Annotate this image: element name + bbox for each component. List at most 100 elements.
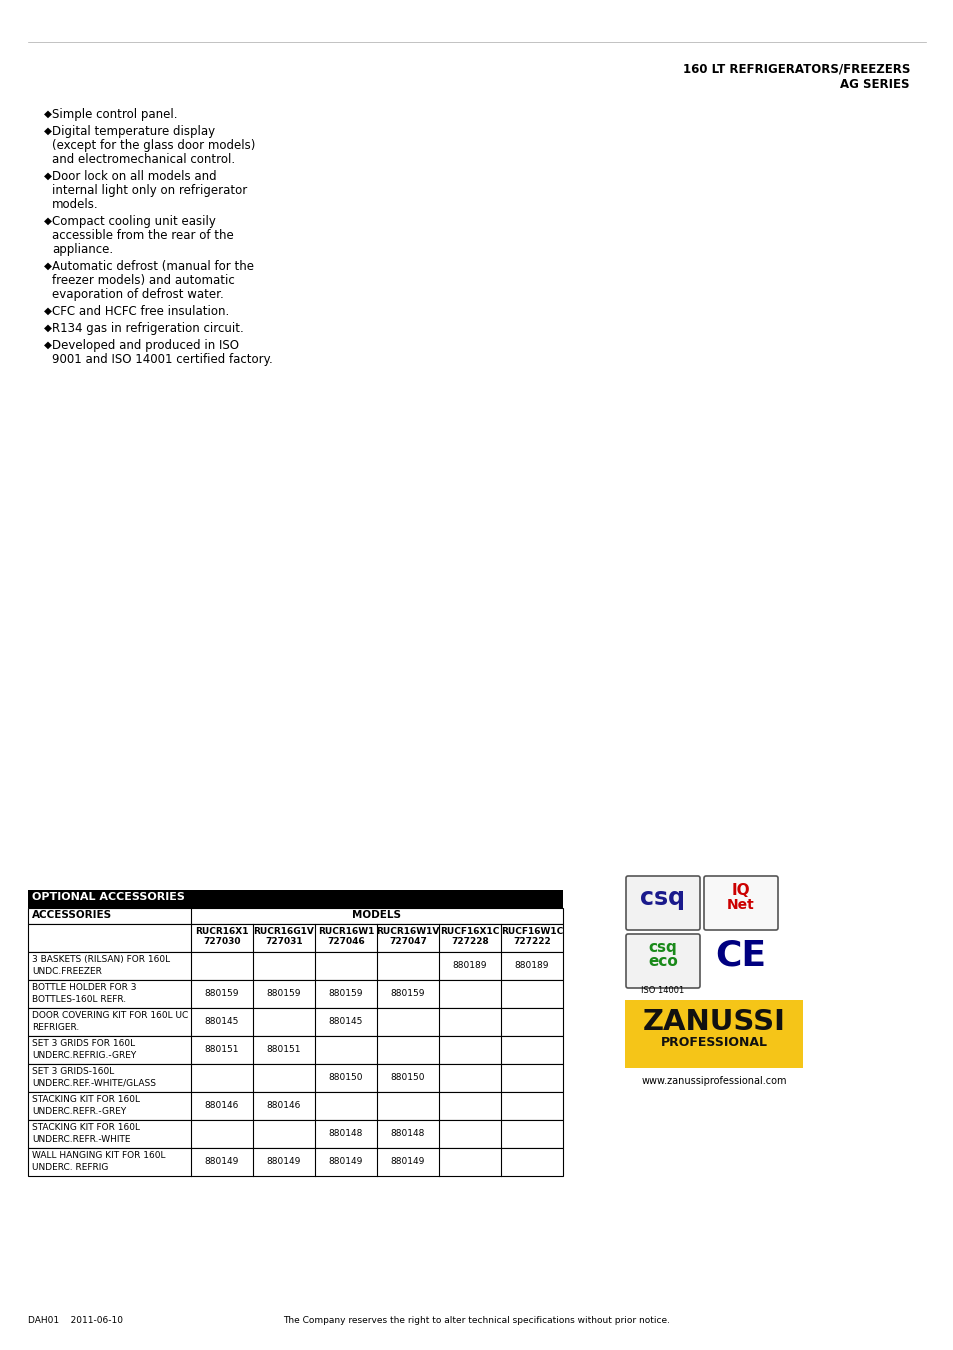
Text: BOTTLE HOLDER FOR 3: BOTTLE HOLDER FOR 3 — [32, 983, 136, 992]
Text: 880151: 880151 — [205, 1045, 239, 1054]
Text: RUCF16X1C: RUCF16X1C — [440, 927, 499, 936]
Text: Net: Net — [726, 898, 754, 913]
Text: 160 LT REFRIGERATORS/FREEZERS: 160 LT REFRIGERATORS/FREEZERS — [682, 62, 909, 76]
Text: AG SERIES: AG SERIES — [840, 78, 909, 90]
Text: appliance.: appliance. — [52, 243, 113, 256]
Text: models.: models. — [52, 198, 98, 211]
Text: ◆: ◆ — [44, 323, 52, 333]
Text: 880149: 880149 — [267, 1157, 301, 1166]
Bar — [28, 952, 562, 980]
Text: evaporation of defrost water.: evaporation of defrost water. — [52, 288, 224, 301]
Text: UNDERC. REFRIG: UNDERC. REFRIG — [32, 1162, 109, 1172]
Text: ◆: ◆ — [44, 171, 52, 181]
Text: DAH01    2011-06-10: DAH01 2011-06-10 — [28, 1316, 123, 1324]
Bar — [28, 1035, 562, 1064]
Text: UNDERC.REFR.-WHITE: UNDERC.REFR.-WHITE — [32, 1135, 131, 1143]
Text: internal light only on refrigerator: internal light only on refrigerator — [52, 184, 247, 197]
Text: UNDERC.REF.-WHITE/GLASS: UNDERC.REF.-WHITE/GLASS — [32, 1079, 156, 1088]
Text: 880148: 880148 — [329, 1129, 363, 1138]
Text: 880146: 880146 — [205, 1102, 239, 1110]
Bar — [28, 1120, 562, 1148]
Text: csq: csq — [639, 886, 685, 910]
Bar — [28, 923, 562, 952]
Text: 880145: 880145 — [205, 1017, 239, 1026]
Text: WALL HANGING KIT FOR 160L: WALL HANGING KIT FOR 160L — [32, 1152, 165, 1160]
Text: Digital temperature display: Digital temperature display — [52, 126, 214, 138]
Text: 880149: 880149 — [329, 1157, 363, 1166]
Bar — [624, 1000, 802, 1068]
Text: Compact cooling unit easily: Compact cooling unit easily — [52, 215, 215, 228]
Text: 880150: 880150 — [391, 1073, 425, 1081]
Text: 880151: 880151 — [267, 1045, 301, 1054]
Text: 880149: 880149 — [205, 1157, 239, 1166]
Text: freezer models) and automatic: freezer models) and automatic — [52, 274, 234, 288]
Text: csq: csq — [648, 940, 677, 954]
Text: 880189: 880189 — [453, 961, 487, 971]
Text: RUCR16X1: RUCR16X1 — [195, 927, 249, 936]
Text: PROFESSIONAL: PROFESSIONAL — [659, 1035, 767, 1049]
Text: Developed and produced in ISO: Developed and produced in ISO — [52, 339, 239, 352]
Text: Simple control panel.: Simple control panel. — [52, 108, 177, 122]
Text: CE: CE — [715, 938, 766, 972]
Text: STACKING KIT FOR 160L: STACKING KIT FOR 160L — [32, 1095, 140, 1104]
Text: (except for the glass door models): (except for the glass door models) — [52, 139, 255, 153]
Text: ◆: ◆ — [44, 306, 52, 316]
Text: 727046: 727046 — [327, 937, 364, 946]
Text: SET 3 GRIDS FOR 160L: SET 3 GRIDS FOR 160L — [32, 1040, 135, 1048]
Text: STACKING KIT FOR 160L: STACKING KIT FOR 160L — [32, 1123, 140, 1133]
Text: ◆: ◆ — [44, 216, 52, 225]
Bar — [28, 980, 562, 1008]
Text: UNDERC.REFR.-GREY: UNDERC.REFR.-GREY — [32, 1107, 126, 1116]
Text: 880146: 880146 — [267, 1102, 301, 1110]
Text: 880159: 880159 — [391, 990, 425, 998]
Text: Door lock on all models and: Door lock on all models and — [52, 170, 216, 184]
Text: 727222: 727222 — [513, 937, 550, 946]
Text: 3 BASKETS (RILSAN) FOR 160L: 3 BASKETS (RILSAN) FOR 160L — [32, 954, 170, 964]
Bar — [28, 1092, 562, 1120]
Text: UNDC.FREEZER: UNDC.FREEZER — [32, 967, 102, 976]
Text: ◆: ◆ — [44, 126, 52, 136]
FancyBboxPatch shape — [625, 876, 700, 930]
Text: REFRIGER.: REFRIGER. — [32, 1023, 79, 1031]
Text: 727047: 727047 — [389, 937, 427, 946]
Text: MODELS: MODELS — [352, 910, 401, 919]
Text: 727031: 727031 — [265, 937, 302, 946]
Text: ZANUSSI: ZANUSSI — [641, 1008, 784, 1035]
Text: ◆: ◆ — [44, 109, 52, 119]
Text: DOOR COVERING KIT FOR 160L UC: DOOR COVERING KIT FOR 160L UC — [32, 1011, 188, 1021]
Text: RUCR16W1: RUCR16W1 — [317, 927, 374, 936]
Bar — [28, 890, 562, 909]
Text: RUCR16W1V: RUCR16W1V — [375, 927, 439, 936]
Text: 880159: 880159 — [205, 990, 239, 998]
Text: 880149: 880149 — [391, 1157, 425, 1166]
Text: RUCF16W1C: RUCF16W1C — [500, 927, 562, 936]
Text: 727030: 727030 — [203, 937, 240, 946]
Text: 880148: 880148 — [391, 1129, 425, 1138]
Text: BOTTLES-160L REFR.: BOTTLES-160L REFR. — [32, 995, 126, 1004]
FancyBboxPatch shape — [703, 876, 778, 930]
Text: ◆: ◆ — [44, 261, 52, 271]
Text: UNDERC.REFRIG.-GREY: UNDERC.REFRIG.-GREY — [32, 1052, 136, 1060]
Bar — [28, 1064, 562, 1092]
Text: 880159: 880159 — [267, 990, 301, 998]
Text: 9001 and ISO 14001 certified factory.: 9001 and ISO 14001 certified factory. — [52, 352, 273, 366]
Text: ISO 14001: ISO 14001 — [640, 986, 684, 995]
Text: 880150: 880150 — [329, 1073, 363, 1081]
Text: RUCR16G1V: RUCR16G1V — [253, 927, 314, 936]
Text: ACCESSORIES: ACCESSORIES — [32, 910, 112, 919]
Text: OPTIONAL ACCESSORIES: OPTIONAL ACCESSORIES — [32, 892, 185, 902]
Text: accessible from the rear of the: accessible from the rear of the — [52, 230, 233, 242]
Text: SET 3 GRIDS-160L: SET 3 GRIDS-160L — [32, 1066, 114, 1076]
Text: 727228: 727228 — [451, 937, 488, 946]
Bar — [28, 1008, 562, 1035]
Text: R134 gas in refrigeration circuit.: R134 gas in refrigeration circuit. — [52, 323, 244, 335]
Text: 880189: 880189 — [515, 961, 549, 971]
Text: 880145: 880145 — [329, 1017, 363, 1026]
Text: The Company reserves the right to alter technical specifications without prior n: The Company reserves the right to alter … — [283, 1316, 670, 1324]
Text: CFC and HCFC free insulation.: CFC and HCFC free insulation. — [52, 305, 229, 319]
Text: and electromechanical control.: and electromechanical control. — [52, 153, 234, 166]
Bar — [28, 909, 562, 923]
Bar — [28, 1148, 562, 1176]
Text: 880159: 880159 — [329, 990, 363, 998]
FancyBboxPatch shape — [625, 934, 700, 988]
